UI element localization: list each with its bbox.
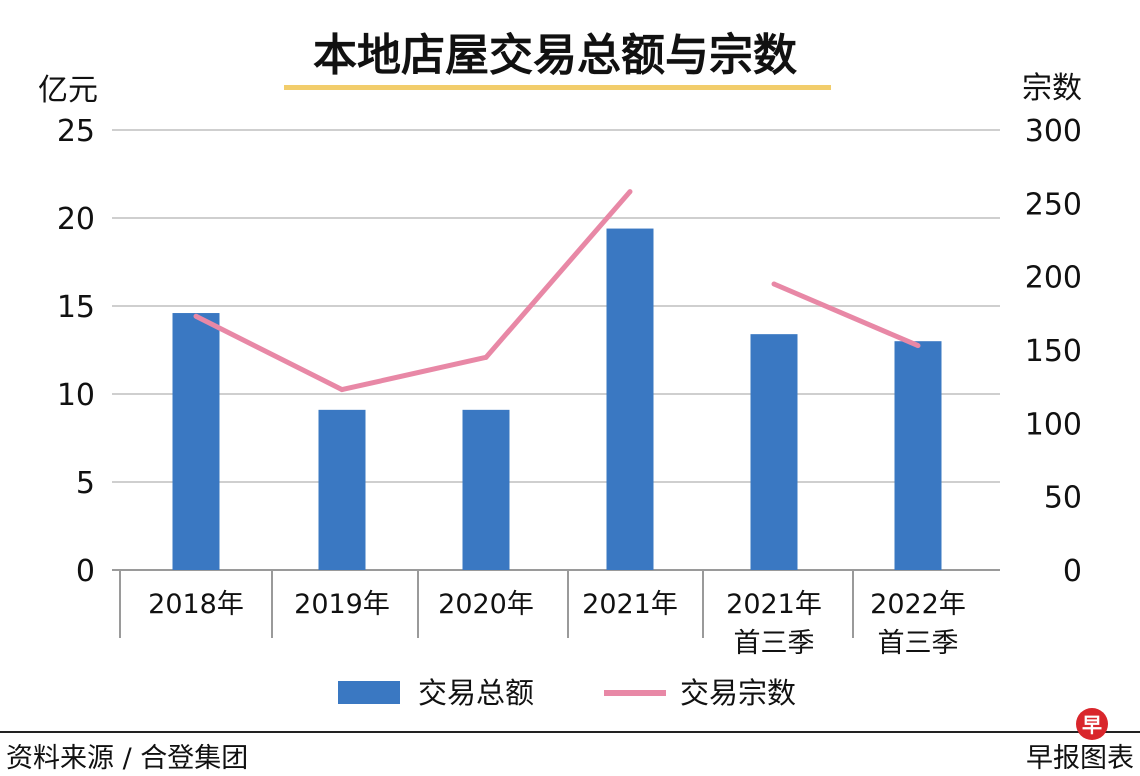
bar-1 xyxy=(172,313,220,570)
right-y-tick-label: 50 xyxy=(1044,481,1082,516)
x-tick-label: 2018年 xyxy=(148,589,244,620)
legend: 交易总额 交易宗数 xyxy=(338,676,796,710)
line-series xyxy=(193,189,921,393)
right-axis-unit: 宗数 xyxy=(1022,71,1082,106)
line-segment-2 xyxy=(773,281,919,348)
x-tick-label: 首三季 xyxy=(878,628,959,659)
line-point-2 xyxy=(339,387,345,393)
left-axis-unit: 亿元 xyxy=(38,73,98,108)
legend-line-label: 交易宗数 xyxy=(680,676,796,710)
left-y-tick-label: 5 xyxy=(76,466,95,501)
brand-logo-char: 早 xyxy=(1082,713,1102,737)
left-y-tick-label: 0 xyxy=(76,554,95,589)
legend-line-swatch xyxy=(604,690,666,696)
left-y-tick-label: 25 xyxy=(57,114,95,149)
x-tick-label: 2021年 xyxy=(582,589,678,620)
right-y-tick-label: 250 xyxy=(1025,187,1082,222)
x-tick-label: 2019年 xyxy=(294,589,390,620)
right-y-tick-label: 100 xyxy=(1025,407,1082,442)
source-text: 资料来源 / 合登集团 xyxy=(6,743,248,774)
brand-text: 早报图表 xyxy=(1026,743,1134,774)
x-tick-label: 2020年 xyxy=(438,589,534,620)
right-y-ticks: 0 50 100 150 200 250 300 xyxy=(1025,114,1082,589)
bar-4 xyxy=(606,228,654,570)
chart-title: 本地店屋交易总额与宗数 xyxy=(313,30,797,81)
x-tick-label: 首三季 xyxy=(734,628,815,659)
line-point-3 xyxy=(483,354,489,360)
legend-bar-label: 交易总额 xyxy=(418,676,534,710)
right-y-tick-label: 0 xyxy=(1063,554,1082,589)
line-point-5 xyxy=(771,281,777,287)
line-point-6 xyxy=(915,343,921,349)
left-y-tick-label: 20 xyxy=(57,202,95,237)
bar-5 xyxy=(750,334,798,570)
legend-bar-swatch xyxy=(338,681,400,704)
right-y-tick-label: 200 xyxy=(1025,261,1082,296)
line-point-4 xyxy=(627,189,633,195)
x-tick-label: 2022年 xyxy=(870,589,966,620)
title-underline xyxy=(284,85,831,90)
left-y-tick-label: 10 xyxy=(57,378,95,413)
right-y-tick-label: 300 xyxy=(1025,114,1082,149)
gridlines xyxy=(112,129,1000,571)
brand-logo-icon: 早 xyxy=(1076,708,1108,740)
bar-2 xyxy=(318,409,366,570)
bar-3 xyxy=(462,409,510,570)
bar-series xyxy=(172,228,942,570)
left-y-ticks: 0 5 10 15 20 25 xyxy=(57,114,95,589)
right-y-tick-label: 150 xyxy=(1025,334,1082,369)
left-y-tick-label: 15 xyxy=(57,290,95,325)
x-tick-label: 2021年 xyxy=(726,589,822,620)
line-segment-1 xyxy=(194,189,632,393)
bar-6 xyxy=(894,341,942,570)
line-point-1 xyxy=(193,313,199,319)
